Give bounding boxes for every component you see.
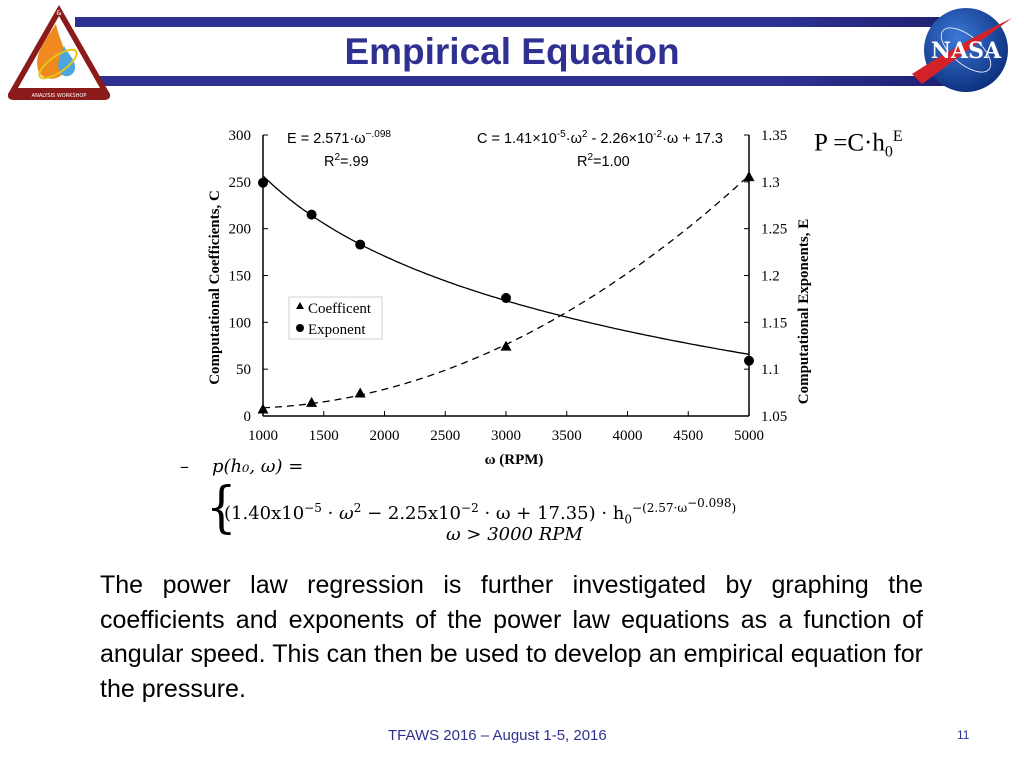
exponent-data-point <box>501 292 511 303</box>
coefficient-fit-curve <box>262 175 750 409</box>
y-tick-label: 150 <box>229 269 252 285</box>
header-band-bottom <box>75 76 955 86</box>
x-tick-label: 4500 <box>673 428 703 444</box>
bullet-dash: – <box>180 456 189 477</box>
x-tick-label: 2500 <box>430 428 460 444</box>
exponent-fit-equation: E = 2.571·ω−.098 <box>287 129 391 147</box>
power-law-formula: P =C·h0E <box>814 128 903 161</box>
legend-label: Coefficent <box>308 301 372 317</box>
tfaws-logo-icon: & THERMAL FLUIDS ANALYSIS WORKSHOP <box>7 5 111 100</box>
y2-tick-label: 1.05 <box>761 409 787 425</box>
coefficient-data-point <box>306 396 318 407</box>
equation-condition: ω > 3000 RPM <box>446 524 583 545</box>
x-tick-label: 1500 <box>309 428 339 444</box>
chart-legend <box>288 296 383 340</box>
body-paragraph: The power law regression is further inve… <box>100 571 923 703</box>
exponent-data-point <box>744 355 754 366</box>
svg-text:NASA: NASA <box>931 38 1002 64</box>
exponent-fit-r2: R2=.99 <box>324 152 369 170</box>
y2-tick-label: 1.35 <box>761 128 787 144</box>
coefficients-exponents-chart: 1000 1500 2000 2500 3000 3500 4000 4500 5000 0 50 1… <box>207 128 812 468</box>
x-tick-label: 5000 <box>734 428 764 444</box>
coefficient-data-point <box>354 387 366 398</box>
coefficient-fit-r2: R2=1.00 <box>577 152 630 170</box>
coefficient-data-point <box>743 171 755 182</box>
y2-axis-label: Computational Exponents, E <box>796 219 812 404</box>
x-tick-label: 3000 <box>491 428 521 444</box>
footer-text: TFAWS 2016 – August 1-5, 2016 <box>388 727 607 744</box>
coefficient-fit-equation: C = 1.41×10-5·ω2 - 2.26×10-2·ω + 17.3 <box>477 129 723 147</box>
slide-title: Empirical Equation <box>344 31 680 72</box>
page-number: 11 <box>957 728 970 742</box>
y2-tick-label: 1.15 <box>761 315 787 331</box>
triangle-marker-icon <box>296 302 304 309</box>
y2-tick-label: 1.1 <box>761 362 780 378</box>
y-tick-label: 200 <box>229 222 252 238</box>
y2-tick-label: 1.3 <box>761 175 780 191</box>
y-tick-label: 250 <box>229 175 252 191</box>
equation-lhs: p(h₀, ω) = <box>212 456 304 477</box>
y2-tick-label: 1.2 <box>761 269 780 285</box>
svg-text:&: & <box>56 9 62 17</box>
equation-line-1: (1.40x10−5 · ω2 − 2.25x10−2 · ω + 17.35)… <box>224 496 737 527</box>
x-tick-label: 2000 <box>370 428 400 444</box>
x-axis-label: ω (RPM) <box>485 452 544 468</box>
y2-tick-label: 1.25 <box>761 222 787 238</box>
coefficient-data-point <box>257 403 269 414</box>
x-tick-label: 1000 <box>248 428 278 444</box>
x-tick-label: 4000 <box>613 428 643 444</box>
y-tick-label: 100 <box>229 315 252 331</box>
equation-brace: { <box>206 475 237 540</box>
coefficient-data-point <box>500 340 512 351</box>
legend-label: Exponent <box>308 322 366 338</box>
x-tick-label: 3500 <box>552 428 582 444</box>
exponent-data-point <box>258 177 268 188</box>
y-axis-label: Computational Coefficients, C <box>207 190 223 385</box>
exponent-data-point <box>355 239 366 250</box>
y-tick-label: 0 <box>244 409 252 425</box>
nasa-logo-icon: NASA <box>912 8 1012 92</box>
y-tick-label: 300 <box>229 128 252 144</box>
svg-text:ANALYSIS WORKSHOP: ANALYSIS WORKSHOP <box>32 93 87 99</box>
exponent-data-point <box>306 209 317 220</box>
header-band-top <box>75 17 955 27</box>
y-tick-label: 50 <box>236 362 251 378</box>
circle-marker-icon <box>296 324 304 332</box>
